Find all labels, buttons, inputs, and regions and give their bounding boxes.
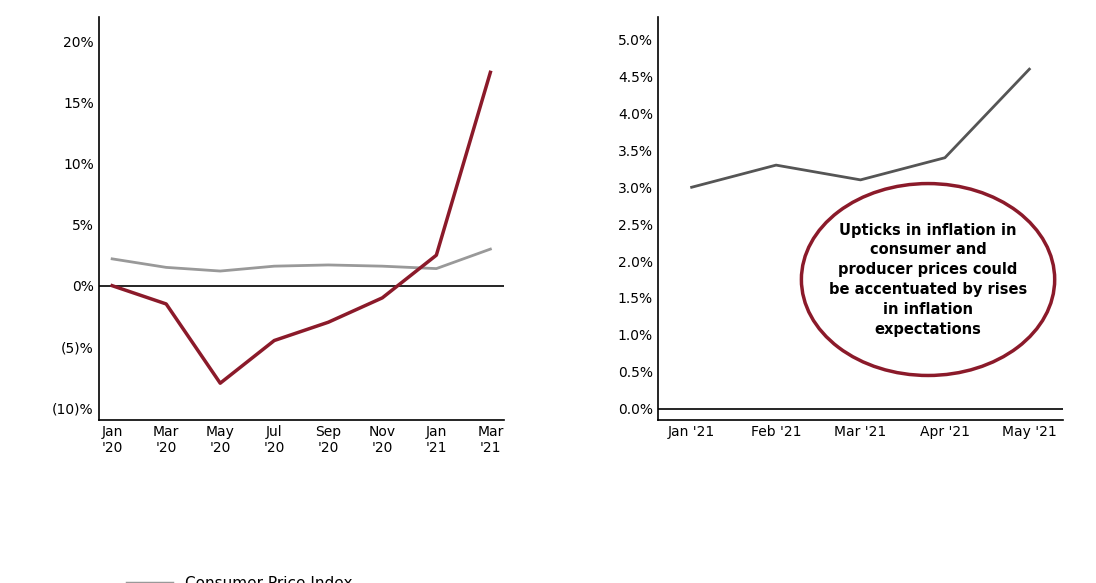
Text: Upticks in inflation in
consumer and
producer prices could
be accentuated by ris: Upticks in inflation in consumer and pro… xyxy=(829,223,1027,336)
Ellipse shape xyxy=(801,184,1054,375)
Legend: Consumer Price Index, Producer Price Index: Consumer Price Index, Producer Price Ind… xyxy=(126,576,352,583)
